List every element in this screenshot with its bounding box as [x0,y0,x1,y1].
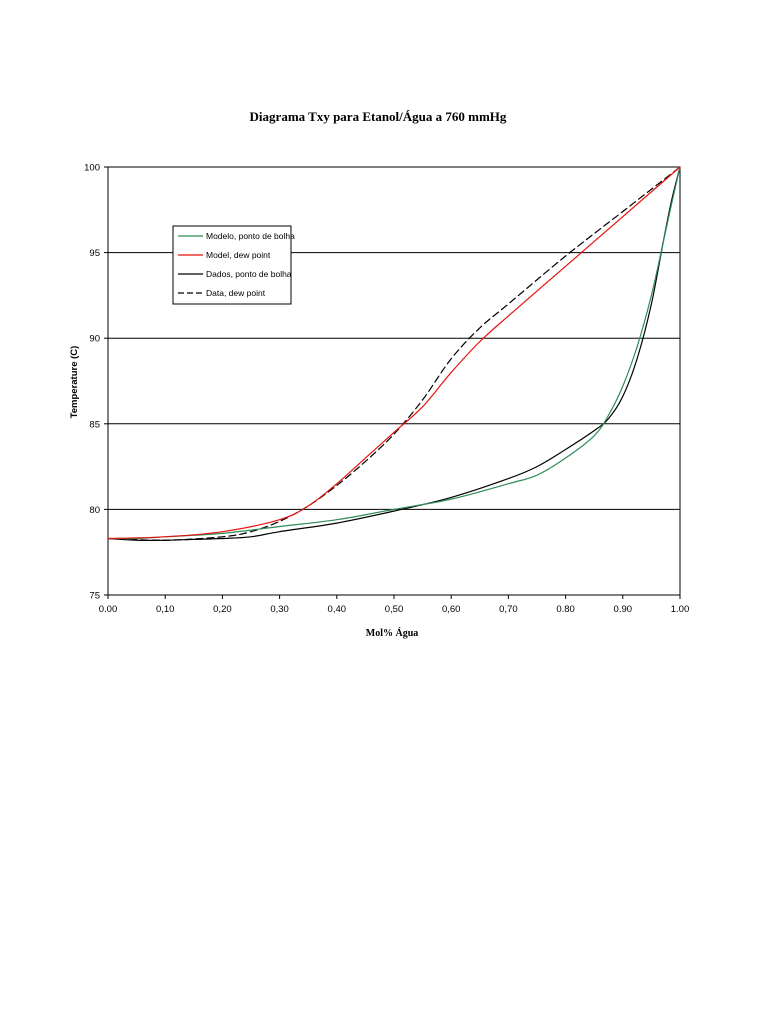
x-tick-label: 0,40 [328,604,347,615]
x-axis-title: Mol% Água [366,627,419,639]
x-tick-label: 0,50 [385,604,404,615]
x-tick-label: 0.90 [614,604,633,615]
x-tick-label: 0,20 [213,604,232,615]
legend-label-1: Model, dew point [206,250,271,260]
x-tick-label: 0,10 [156,604,175,615]
series-line-2 [107,166,681,541]
y-tick-label: 85 [89,419,100,430]
series-line-1 [107,166,681,540]
y-tick-label: 75 [89,591,100,602]
x-tick-label: 0,30 [270,604,289,615]
y-tick-label: 100 [84,163,100,174]
legend-label-3: Data, dew point [206,288,266,298]
legend-label-0: Modelo, ponto de bolha [206,231,295,241]
legend: Modelo, ponto de bolha Model, dew point Da… [172,225,295,305]
chart-title: Diagrama Txy para Etanol/Água a 760 mmHg [250,109,507,124]
x-tick-label: 0,70 [499,604,518,615]
series-layer [107,166,681,541]
y-tick-label: 80 [89,505,100,516]
y-tick-label: 95 [89,248,100,259]
y-tick-label: 90 [89,334,100,345]
series-line-3 [107,166,681,541]
x-tick-label: 0.00 [99,604,118,615]
y-axis-title: Temperature (C) [69,346,80,419]
x-tick-label: 1.00 [671,604,690,615]
legend-box [172,225,292,305]
x-tick-label: 0.80 [556,604,575,615]
axis-layer: 75 80 85 90 95 100 0.00 0,10 0,20 0,30 0,40 0,50 0,6… [84,163,689,616]
x-tick-label: 0,60 [442,604,461,615]
series-line-0 [107,166,681,540]
legend-label-2: Dados, ponto de bolha [206,269,292,279]
